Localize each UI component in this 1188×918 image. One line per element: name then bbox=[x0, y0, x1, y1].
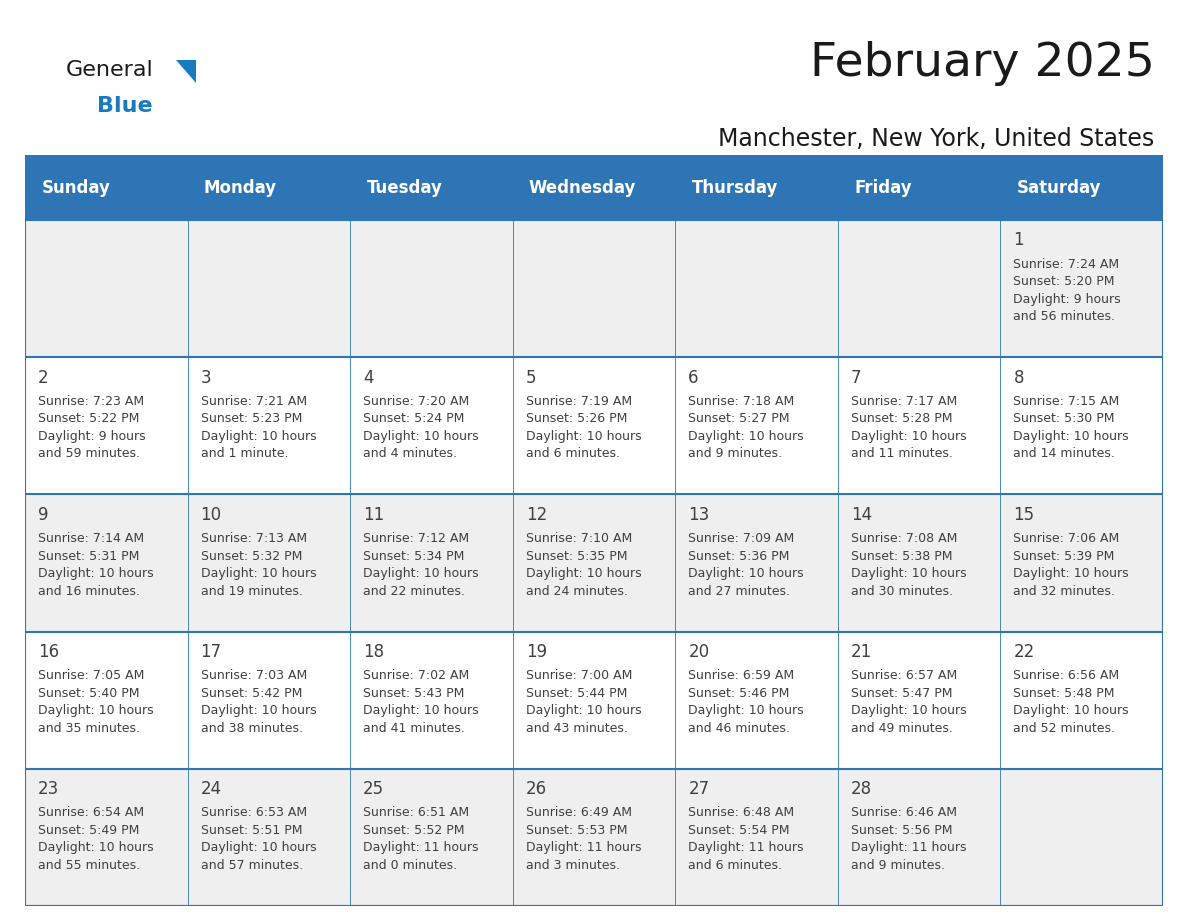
Text: 2: 2 bbox=[38, 368, 49, 386]
Text: 5: 5 bbox=[526, 368, 536, 386]
Text: Sunrise: 7:00 AM
Sunset: 5:44 PM
Daylight: 10 hours
and 43 minutes.: Sunrise: 7:00 AM Sunset: 5:44 PM Dayligh… bbox=[526, 669, 642, 734]
Text: 9: 9 bbox=[38, 506, 49, 523]
Text: 10: 10 bbox=[201, 506, 222, 523]
Text: 14: 14 bbox=[851, 506, 872, 523]
Text: 11: 11 bbox=[364, 506, 385, 523]
Text: Sunrise: 6:56 AM
Sunset: 5:48 PM
Daylight: 10 hours
and 52 minutes.: Sunrise: 6:56 AM Sunset: 5:48 PM Dayligh… bbox=[1013, 669, 1129, 734]
Text: Sunrise: 6:59 AM
Sunset: 5:46 PM
Daylight: 10 hours
and 46 minutes.: Sunrise: 6:59 AM Sunset: 5:46 PM Dayligh… bbox=[688, 669, 804, 734]
Bar bbox=[25, 495, 1163, 632]
Text: 20: 20 bbox=[688, 643, 709, 661]
Text: 23: 23 bbox=[38, 780, 59, 798]
Text: Sunrise: 7:17 AM
Sunset: 5:28 PM
Daylight: 10 hours
and 11 minutes.: Sunrise: 7:17 AM Sunset: 5:28 PM Dayligh… bbox=[851, 395, 967, 460]
Text: 4: 4 bbox=[364, 368, 374, 386]
Text: Sunrise: 7:23 AM
Sunset: 5:22 PM
Daylight: 9 hours
and 59 minutes.: Sunrise: 7:23 AM Sunset: 5:22 PM Dayligh… bbox=[38, 395, 146, 460]
Text: 27: 27 bbox=[688, 780, 709, 798]
Text: Sunrise: 6:49 AM
Sunset: 5:53 PM
Daylight: 11 hours
and 3 minutes.: Sunrise: 6:49 AM Sunset: 5:53 PM Dayligh… bbox=[526, 806, 642, 872]
Text: 15: 15 bbox=[1013, 506, 1035, 523]
Text: 19: 19 bbox=[526, 643, 546, 661]
Text: 1: 1 bbox=[1013, 231, 1024, 250]
Text: 26: 26 bbox=[526, 780, 546, 798]
Text: Sunrise: 7:08 AM
Sunset: 5:38 PM
Daylight: 10 hours
and 30 minutes.: Sunrise: 7:08 AM Sunset: 5:38 PM Dayligh… bbox=[851, 532, 967, 598]
Text: General: General bbox=[65, 60, 153, 80]
Text: Sunrise: 6:57 AM
Sunset: 5:47 PM
Daylight: 10 hours
and 49 minutes.: Sunrise: 6:57 AM Sunset: 5:47 PM Dayligh… bbox=[851, 669, 967, 734]
Text: Sunrise: 6:51 AM
Sunset: 5:52 PM
Daylight: 11 hours
and 0 minutes.: Sunrise: 6:51 AM Sunset: 5:52 PM Dayligh… bbox=[364, 806, 479, 872]
Text: Sunrise: 7:20 AM
Sunset: 5:24 PM
Daylight: 10 hours
and 4 minutes.: Sunrise: 7:20 AM Sunset: 5:24 PM Dayligh… bbox=[364, 395, 479, 460]
Text: 24: 24 bbox=[201, 780, 222, 798]
Text: Thursday: Thursday bbox=[691, 178, 778, 196]
Text: Manchester, New York, United States: Manchester, New York, United States bbox=[719, 127, 1155, 151]
Text: February 2025: February 2025 bbox=[810, 41, 1155, 86]
Text: Friday: Friday bbox=[854, 178, 911, 196]
Text: Tuesday: Tuesday bbox=[366, 178, 442, 196]
Text: 6: 6 bbox=[688, 368, 699, 386]
Bar bbox=[25, 632, 1163, 768]
Text: Sunrise: 6:54 AM
Sunset: 5:49 PM
Daylight: 10 hours
and 55 minutes.: Sunrise: 6:54 AM Sunset: 5:49 PM Dayligh… bbox=[38, 806, 153, 872]
Text: Sunrise: 6:48 AM
Sunset: 5:54 PM
Daylight: 11 hours
and 6 minutes.: Sunrise: 6:48 AM Sunset: 5:54 PM Dayligh… bbox=[688, 806, 804, 872]
Text: Sunrise: 7:18 AM
Sunset: 5:27 PM
Daylight: 10 hours
and 9 minutes.: Sunrise: 7:18 AM Sunset: 5:27 PM Dayligh… bbox=[688, 395, 804, 460]
Text: Sunrise: 7:09 AM
Sunset: 5:36 PM
Daylight: 10 hours
and 27 minutes.: Sunrise: 7:09 AM Sunset: 5:36 PM Dayligh… bbox=[688, 532, 804, 598]
Text: Sunrise: 7:13 AM
Sunset: 5:32 PM
Daylight: 10 hours
and 19 minutes.: Sunrise: 7:13 AM Sunset: 5:32 PM Dayligh… bbox=[201, 532, 316, 598]
Text: Sunrise: 6:53 AM
Sunset: 5:51 PM
Daylight: 10 hours
and 57 minutes.: Sunrise: 6:53 AM Sunset: 5:51 PM Dayligh… bbox=[201, 806, 316, 872]
Text: 22: 22 bbox=[1013, 643, 1035, 661]
Text: 28: 28 bbox=[851, 780, 872, 798]
Text: Sunrise: 7:14 AM
Sunset: 5:31 PM
Daylight: 10 hours
and 16 minutes.: Sunrise: 7:14 AM Sunset: 5:31 PM Dayligh… bbox=[38, 532, 153, 598]
Text: Sunday: Sunday bbox=[42, 178, 110, 196]
Text: Monday: Monday bbox=[204, 178, 277, 196]
Text: 17: 17 bbox=[201, 643, 222, 661]
Text: Sunrise: 7:19 AM
Sunset: 5:26 PM
Daylight: 10 hours
and 6 minutes.: Sunrise: 7:19 AM Sunset: 5:26 PM Dayligh… bbox=[526, 395, 642, 460]
Text: 12: 12 bbox=[526, 506, 546, 523]
Bar bbox=[25, 357, 1163, 495]
Bar bbox=[25, 155, 1163, 220]
Text: Sunrise: 6:46 AM
Sunset: 5:56 PM
Daylight: 11 hours
and 9 minutes.: Sunrise: 6:46 AM Sunset: 5:56 PM Dayligh… bbox=[851, 806, 966, 872]
Text: 8: 8 bbox=[1013, 368, 1024, 386]
Text: Sunrise: 7:10 AM
Sunset: 5:35 PM
Daylight: 10 hours
and 24 minutes.: Sunrise: 7:10 AM Sunset: 5:35 PM Dayligh… bbox=[526, 532, 642, 598]
Text: Blue: Blue bbox=[97, 96, 153, 117]
Text: Sunrise: 7:02 AM
Sunset: 5:43 PM
Daylight: 10 hours
and 41 minutes.: Sunrise: 7:02 AM Sunset: 5:43 PM Dayligh… bbox=[364, 669, 479, 734]
Text: Sunrise: 7:03 AM
Sunset: 5:42 PM
Daylight: 10 hours
and 38 minutes.: Sunrise: 7:03 AM Sunset: 5:42 PM Dayligh… bbox=[201, 669, 316, 734]
Text: 3: 3 bbox=[201, 368, 211, 386]
Text: Saturday: Saturday bbox=[1017, 178, 1101, 196]
Text: 7: 7 bbox=[851, 368, 861, 386]
Text: 18: 18 bbox=[364, 643, 384, 661]
Text: Sunrise: 7:24 AM
Sunset: 5:20 PM
Daylight: 9 hours
and 56 minutes.: Sunrise: 7:24 AM Sunset: 5:20 PM Dayligh… bbox=[1013, 258, 1121, 323]
Text: 16: 16 bbox=[38, 643, 59, 661]
Text: Sunrise: 7:05 AM
Sunset: 5:40 PM
Daylight: 10 hours
and 35 minutes.: Sunrise: 7:05 AM Sunset: 5:40 PM Dayligh… bbox=[38, 669, 153, 734]
Text: 21: 21 bbox=[851, 643, 872, 661]
Text: Sunrise: 7:15 AM
Sunset: 5:30 PM
Daylight: 10 hours
and 14 minutes.: Sunrise: 7:15 AM Sunset: 5:30 PM Dayligh… bbox=[1013, 395, 1129, 460]
Text: Sunrise: 7:06 AM
Sunset: 5:39 PM
Daylight: 10 hours
and 32 minutes.: Sunrise: 7:06 AM Sunset: 5:39 PM Dayligh… bbox=[1013, 532, 1129, 598]
Text: Wednesday: Wednesday bbox=[529, 178, 637, 196]
Text: 25: 25 bbox=[364, 780, 384, 798]
Bar bbox=[25, 220, 1163, 357]
Text: Sunrise: 7:21 AM
Sunset: 5:23 PM
Daylight: 10 hours
and 1 minute.: Sunrise: 7:21 AM Sunset: 5:23 PM Dayligh… bbox=[201, 395, 316, 460]
Text: 13: 13 bbox=[688, 506, 709, 523]
Text: Sunrise: 7:12 AM
Sunset: 5:34 PM
Daylight: 10 hours
and 22 minutes.: Sunrise: 7:12 AM Sunset: 5:34 PM Dayligh… bbox=[364, 532, 479, 598]
Bar bbox=[25, 768, 1163, 906]
